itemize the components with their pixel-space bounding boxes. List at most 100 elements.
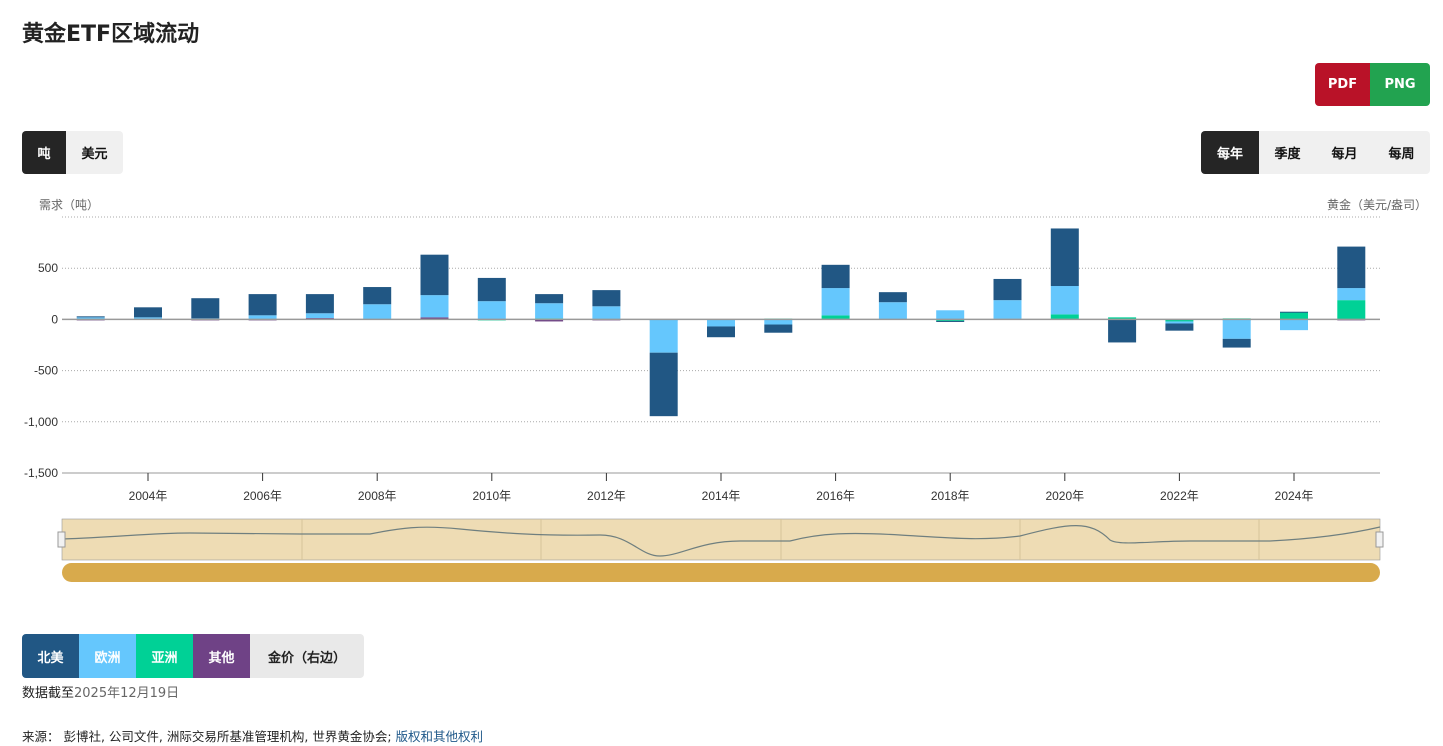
x-tick-label: 2004年 <box>129 489 168 503</box>
bar-2009-其他[interactable] <box>420 317 449 320</box>
x-tick-label: 2020年 <box>1045 489 1084 503</box>
bar-2025-亚洲[interactable] <box>1337 300 1366 320</box>
period-annual[interactable]: 每年 <box>1201 131 1259 174</box>
bar-2019-欧洲[interactable] <box>993 300 1022 319</box>
bar-2024-欧洲[interactable] <box>1280 319 1308 331</box>
pdf-button[interactable]: PDF <box>1315 63 1370 106</box>
x-tick-label: 2008年 <box>358 489 397 503</box>
data-date-label: 数据截至 <box>22 686 75 701</box>
unit-tonnes[interactable]: 吨 <box>22 131 66 174</box>
bar-2003-北美[interactable] <box>76 316 105 318</box>
bar-2018-欧洲[interactable] <box>936 310 965 320</box>
bar-2018-亚洲[interactable] <box>936 319 965 321</box>
legend: 北美 欧洲 亚洲 其他 金价（右边） <box>22 634 364 678</box>
bar-2025-欧洲[interactable] <box>1337 288 1366 301</box>
bar-2008-北美[interactable] <box>363 287 392 305</box>
x-tick-label: 2022年 <box>1160 489 1199 503</box>
legend-other[interactable]: 其他 <box>193 634 250 678</box>
bar-2023-欧洲[interactable] <box>1222 319 1251 339</box>
source-label: 来源： <box>22 729 60 744</box>
x-tick-label: 2006年 <box>243 489 282 503</box>
bar-2007-欧洲[interactable] <box>305 313 334 319</box>
data-date-note: 数据截至2025年12月19日 <box>22 682 179 701</box>
bar-2011-北美[interactable] <box>535 294 564 304</box>
data-date: 2025年12月19日 <box>74 686 180 701</box>
bar-2017-欧洲[interactable] <box>878 302 907 320</box>
bar-2020-亚洲[interactable] <box>1050 314 1079 319</box>
bar-2010-欧洲[interactable] <box>477 301 506 320</box>
navigator-scrollbar[interactable] <box>62 563 1380 582</box>
y-tick-label: -1,500 <box>24 466 58 480</box>
bar-2016-欧洲[interactable] <box>821 288 850 316</box>
bar-2018-北美[interactable] <box>936 320 965 322</box>
navigator[interactable] <box>57 518 1384 582</box>
legend-north-america[interactable]: 北美 <box>22 634 79 678</box>
y-tick-label: 500 <box>38 261 58 275</box>
y-tick-label: 0 <box>51 312 58 326</box>
period-quarterly[interactable]: 季度 <box>1274 147 1301 162</box>
page-title: 黄金ETF区域流动 <box>22 22 200 47</box>
bar-2020-北美[interactable] <box>1050 228 1079 287</box>
copyright-link[interactable]: 版权和其他权利 <box>395 729 484 744</box>
period-toggle: 每年 季度 每月 每周 <box>1201 131 1430 174</box>
png-button[interactable]: PNG <box>1370 63 1430 106</box>
legend-asia[interactable]: 亚洲 <box>136 634 193 678</box>
bar-2024-亚洲[interactable] <box>1280 312 1308 320</box>
bar-2011-其他[interactable] <box>535 319 564 322</box>
bar-2016-亚洲[interactable] <box>821 315 850 319</box>
bar-2016-北美[interactable] <box>821 264 850 289</box>
bar-2015-北美[interactable] <box>764 324 793 333</box>
bar-2006-欧洲[interactable] <box>248 315 277 320</box>
bar-2013-欧洲[interactable] <box>649 319 678 353</box>
y-axis-label: 需求（吨） <box>39 198 100 212</box>
bar-2023-北美[interactable] <box>1222 338 1251 348</box>
bar-2008-欧洲[interactable] <box>363 304 392 320</box>
bar-2009-北美[interactable] <box>420 254 449 296</box>
bar-2022-欧洲[interactable] <box>1165 321 1194 324</box>
bar-2014-北美[interactable] <box>707 326 735 338</box>
x-tick-label: 2014年 <box>702 489 741 503</box>
bar-2012-北美[interactable] <box>592 290 621 307</box>
bar-2022-亚洲[interactable] <box>1165 319 1194 322</box>
navigator-right-handle[interactable] <box>1375 531 1384 548</box>
bar-2017-北美[interactable] <box>878 292 907 303</box>
period-weekly[interactable]: 每周 <box>1388 147 1415 162</box>
bar-2020-欧洲[interactable] <box>1050 286 1079 315</box>
bar-2019-北美[interactable] <box>993 278 1022 301</box>
gold-price-line <box>61 525 1381 557</box>
bar-2010-北美[interactable] <box>477 277 506 302</box>
bar-2021-北美[interactable] <box>1108 319 1137 343</box>
y-tick-label: -1,000 <box>24 415 58 429</box>
source-line: 来源： 彭博社, 公司文件, 洲际交易所基准管理机构, 世界黄金协会; 版权和其… <box>22 726 483 745</box>
legend-gold-price[interactable]: 金价（右边） <box>250 634 364 678</box>
bar-2012-欧洲[interactable] <box>592 306 621 320</box>
bar-2003-欧洲[interactable] <box>76 317 105 320</box>
legend-europe[interactable]: 欧洲 <box>79 634 136 678</box>
bar-2015-欧洲[interactable] <box>764 319 793 325</box>
y-axis-right-label: 黄金（美元/盎司） <box>1326 198 1427 212</box>
unit-usd[interactable]: 美元 <box>81 147 108 162</box>
bar-2004-欧洲[interactable] <box>134 317 162 320</box>
period-monthly[interactable]: 每月 <box>1331 147 1358 162</box>
navigator-left-handle[interactable] <box>57 531 66 548</box>
bar-2014-欧洲[interactable] <box>707 319 735 327</box>
bar-2013-北美[interactable] <box>649 352 678 417</box>
chart: -1,500 -1,000 -500 0 500 2004年 2006年 2008年 2010年… <box>24 216 1384 582</box>
bar-2011-欧洲[interactable] <box>535 303 564 319</box>
bar-2009-欧洲[interactable] <box>420 295 449 318</box>
bar-2022-北美[interactable] <box>1165 323 1194 331</box>
export-group: PDF PNG <box>1315 63 1430 106</box>
bar-2004-北美[interactable] <box>134 307 162 318</box>
x-tick-label: 2024年 <box>1275 489 1314 503</box>
x-tick-label: 2010年 <box>472 489 511 503</box>
bar-2021-亚洲[interactable] <box>1108 317 1137 320</box>
bar-2024-北美[interactable] <box>1280 311 1308 313</box>
bar-2007-北美[interactable] <box>305 294 334 314</box>
unit-toggle: 吨 美元 <box>22 131 123 174</box>
y-tick-label: -500 <box>34 364 58 378</box>
source-text: 彭博社, 公司文件, 洲际交易所基准管理机构, 世界黄金协会; <box>59 729 396 744</box>
bar-2006-北美[interactable] <box>248 294 277 316</box>
bar-2025-北美[interactable] <box>1337 246 1366 289</box>
bar-2005-北美[interactable] <box>191 298 220 319</box>
navigator-area[interactable] <box>61 518 1381 561</box>
